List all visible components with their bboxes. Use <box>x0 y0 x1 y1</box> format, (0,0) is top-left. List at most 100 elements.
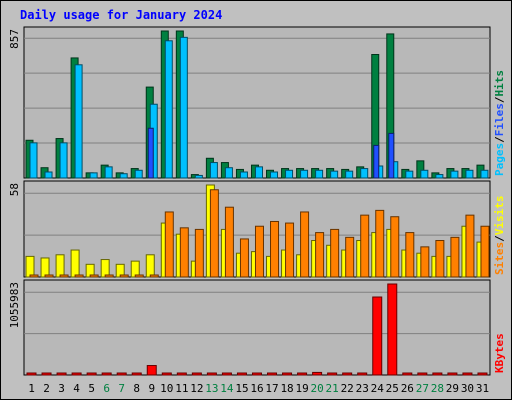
bar-visits-day-1 <box>25 255 35 278</box>
bar-files-day-5 <box>89 172 98 179</box>
bar-files-day-7 <box>119 173 128 179</box>
bar-sites-day-6 <box>104 274 114 278</box>
panel-hits_files_pages-plot <box>23 26 491 179</box>
bar-sites-day-23 <box>360 214 370 278</box>
bar-kbytes-day-15 <box>236 372 247 376</box>
x-tick-label-day-25: 25 <box>386 382 399 395</box>
bar-files-day-3 <box>59 142 68 179</box>
chart-title: Daily usage for January 2024 <box>20 8 222 22</box>
bar-kbytes-day-12 <box>191 372 202 376</box>
bar-visits-day-9 <box>145 254 155 278</box>
bar-kbytes-day-24 <box>372 296 383 376</box>
x-tick-label-day-15: 15 <box>235 382 248 395</box>
x-tick-label-day-14: 14 <box>220 382 234 395</box>
panel-kbytes-series-label: KBytes <box>493 333 506 373</box>
bar-kbytes-day-10 <box>161 372 172 376</box>
bar-kbytes-day-16 <box>251 372 262 376</box>
bar-files-day-11 <box>179 36 188 179</box>
bar-files-day-23 <box>360 168 369 179</box>
x-tick-label-day-31: 31 <box>476 382 489 395</box>
bar-files-day-6 <box>104 166 113 179</box>
bar-sites-day-19 <box>300 211 310 278</box>
bar-kbytes-day-1 <box>26 372 37 376</box>
bar-sites-day-9 <box>149 274 159 278</box>
series-label-part: Visits <box>493 196 506 236</box>
bar-sites-day-17 <box>270 220 280 278</box>
x-tick-label-day-6: 6 <box>103 382 110 395</box>
bar-sites-day-27 <box>420 246 430 278</box>
bar-kbytes-day-5 <box>86 372 97 376</box>
bar-sites-day-14 <box>224 206 234 278</box>
series-label-part: Files <box>493 103 506 136</box>
x-tick-label-day-17: 17 <box>265 382 278 395</box>
bar-sites-day-24 <box>375 209 385 278</box>
bar-visits-day-4 <box>70 249 80 278</box>
bar-files-day-27 <box>420 169 429 179</box>
x-tick-label-day-2: 2 <box>43 382 50 395</box>
bar-sites-day-18 <box>285 222 295 278</box>
bar-sites-day-4 <box>74 274 84 278</box>
bar-sites-day-29 <box>450 236 460 278</box>
bar-kbytes-day-20 <box>312 371 323 376</box>
bar-kbytes-day-25 <box>387 283 398 376</box>
bar-files-day-8 <box>134 169 143 179</box>
series-label-part: Pages <box>493 143 506 176</box>
x-tick-label-day-26: 26 <box>401 382 414 395</box>
bar-files-day-4 <box>74 64 83 179</box>
x-tick-label-day-13: 13 <box>205 382 218 395</box>
bar-sites-day-11 <box>179 227 189 278</box>
panel-visits_sites-max-label: 58 <box>8 183 21 196</box>
bar-visits-day-3 <box>55 254 65 278</box>
bar-sites-day-16 <box>254 225 264 278</box>
bar-kbytes-day-18 <box>282 372 293 376</box>
bar-kbytes-day-3 <box>56 372 67 376</box>
x-tick-label-day-18: 18 <box>280 382 293 395</box>
bar-kbytes-day-19 <box>297 372 308 376</box>
x-tick-label-day-5: 5 <box>88 382 95 395</box>
bar-sites-day-3 <box>59 274 69 278</box>
bar-kbytes-day-11 <box>176 372 187 376</box>
bar-pages-day-25 <box>388 132 395 179</box>
bar-kbytes-day-13 <box>206 372 217 376</box>
bar-files-day-22 <box>345 170 354 179</box>
bar-visits-day-6 <box>100 259 110 278</box>
x-tick-label-day-30: 30 <box>461 382 474 395</box>
bar-kbytes-day-23 <box>357 372 368 376</box>
bar-pages-day-9 <box>147 127 154 179</box>
series-label-part: / <box>493 136 506 143</box>
bar-files-day-15 <box>239 171 248 179</box>
bar-kbytes-day-28 <box>432 372 443 376</box>
x-tick-label-day-11: 11 <box>175 382 188 395</box>
bar-files-day-13 <box>209 162 218 179</box>
bar-sites-day-15 <box>239 238 249 278</box>
bar-sites-day-22 <box>345 236 355 278</box>
series-label-part: / <box>493 235 506 242</box>
bar-kbytes-day-22 <box>342 372 353 376</box>
x-tick-label-day-9: 9 <box>148 382 155 395</box>
bar-kbytes-day-4 <box>71 372 82 376</box>
bar-sites-day-10 <box>164 211 174 278</box>
bar-kbytes-day-21 <box>327 372 338 376</box>
bar-sites-day-12 <box>194 228 204 278</box>
chart-panels: 857Pages/Files/Hits58Sites/Visits1055983… <box>8 26 506 395</box>
bar-files-day-29 <box>450 170 459 179</box>
panel-kbytes-max-label: 1055983 <box>8 282 21 328</box>
x-tick-label-day-20: 20 <box>311 382 324 395</box>
bar-files-day-17 <box>270 171 279 179</box>
bar-kbytes-day-2 <box>41 372 52 376</box>
x-tick-label-day-12: 12 <box>190 382 203 395</box>
bar-kbytes-day-27 <box>417 372 428 376</box>
bar-kbytes-day-6 <box>101 372 112 376</box>
x-tick-label-day-19: 19 <box>295 382 308 395</box>
x-tick-label-day-24: 24 <box>371 382 385 395</box>
bar-kbytes-day-17 <box>267 372 278 376</box>
panel-hits_files_pages-series-label: Pages/Files/Hits <box>493 70 506 176</box>
bar-files-day-18 <box>285 169 294 179</box>
series-label-part: Sites <box>493 242 506 275</box>
x-tick-label-day-8: 8 <box>133 382 140 395</box>
bar-visits-day-2 <box>40 257 50 278</box>
bar-sites-day-28 <box>435 240 445 278</box>
bar-files-day-12 <box>194 174 203 179</box>
